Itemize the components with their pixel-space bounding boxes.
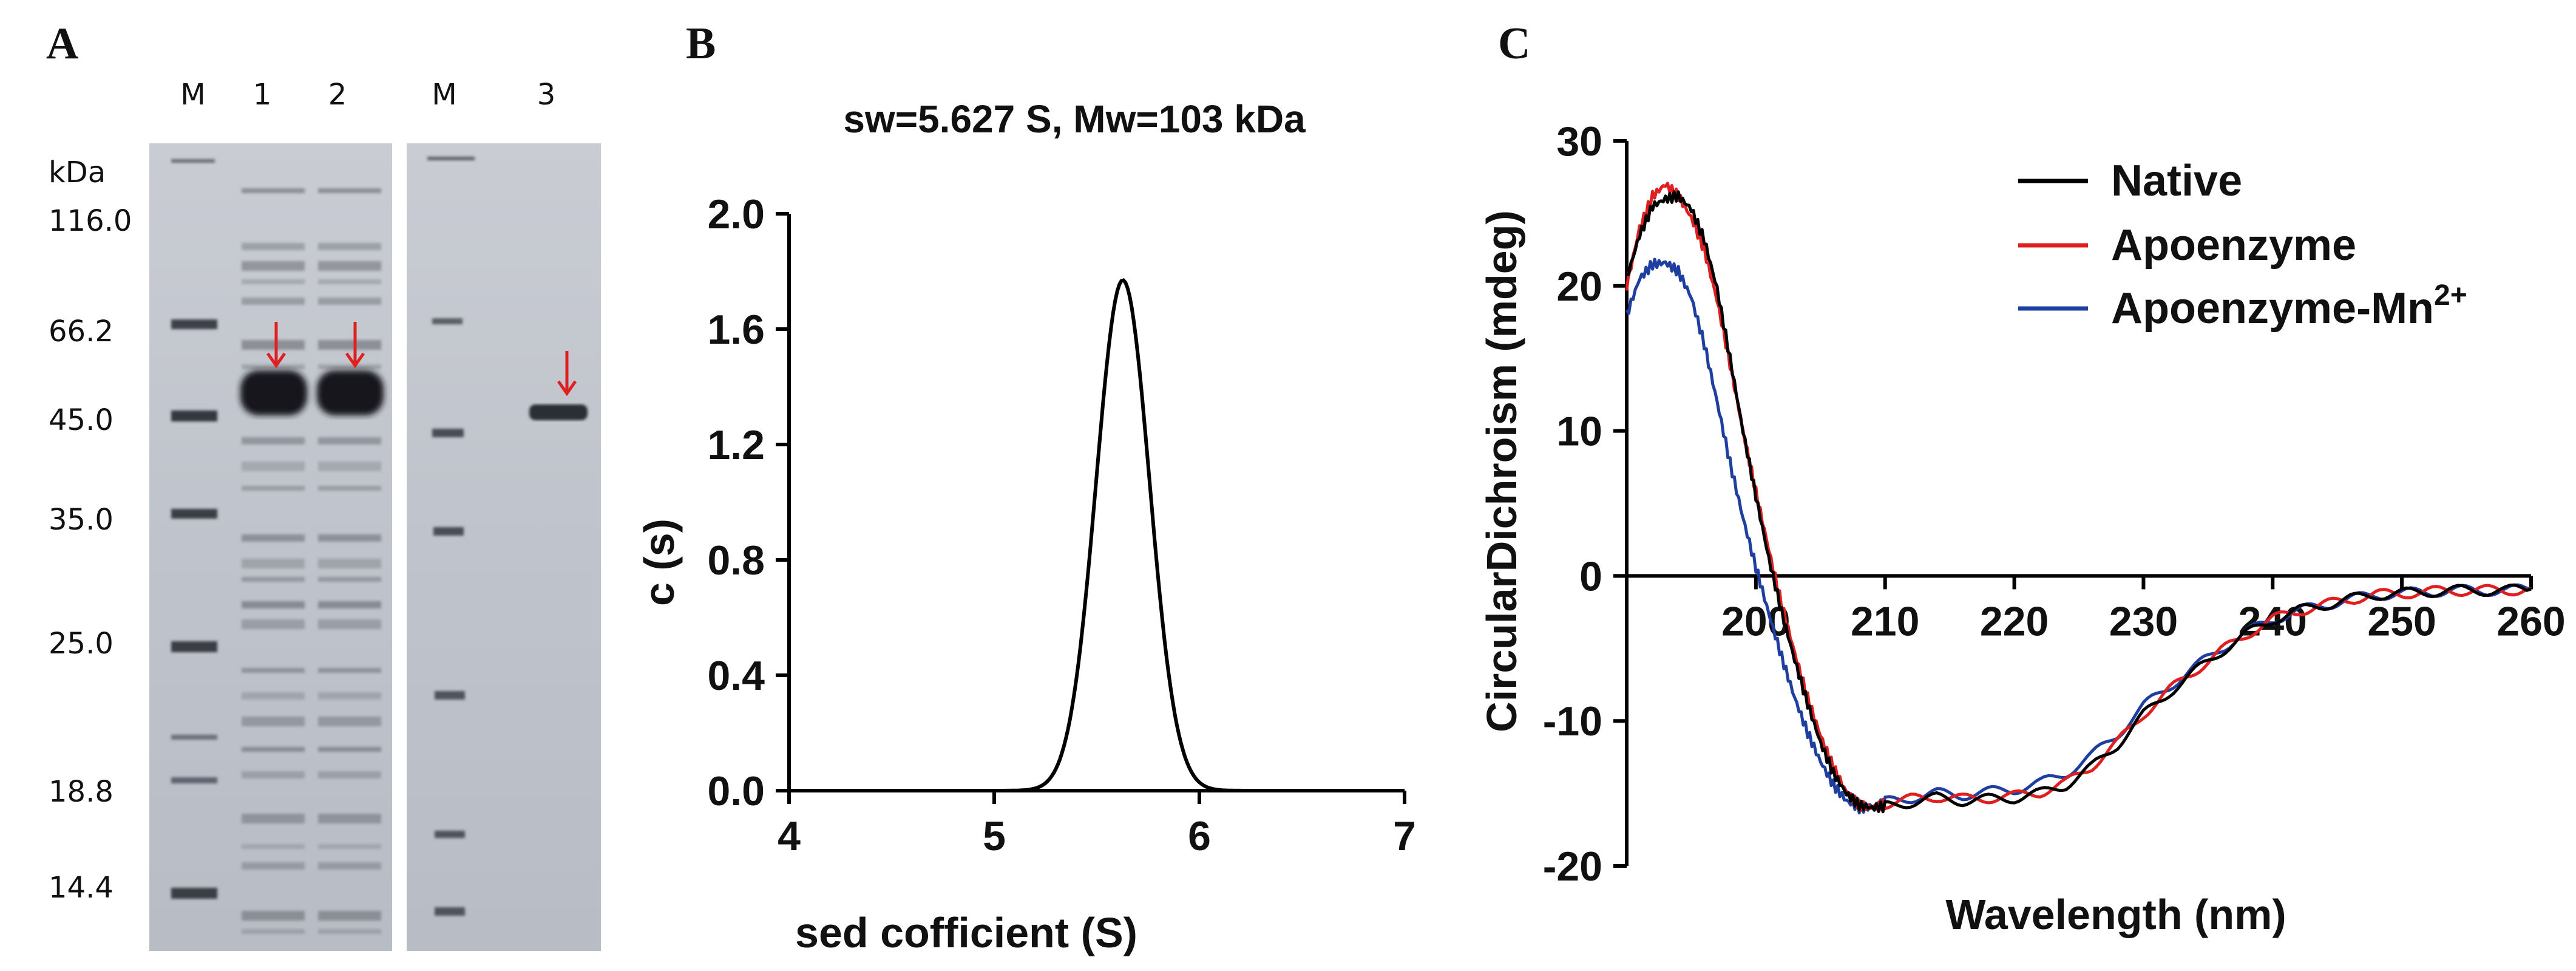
legend-apoenzyme: Apoenzyme: [2111, 221, 2356, 270]
chart-c-y-label: CircularDichroism (mdeg): [1478, 210, 1525, 732]
marker-label-35: 35.0: [49, 503, 114, 537]
chart-c-y-tick-label: -20: [1543, 843, 1602, 890]
chart-b-plot: 0.0 0.4 0.8 1.2 1.6 2.0 4 5 6 7: [707, 191, 1415, 859]
lane-header-m1: M: [180, 78, 205, 112]
chart-b-x-tick-label: 5: [983, 813, 1006, 859]
chart-c-y-tick-label: 20: [1556, 264, 1602, 310]
lane-header-3: 3: [537, 78, 556, 112]
chart-b-y-tick-label: 0.4: [707, 653, 765, 699]
chart-c-x-tick-label: 230: [2109, 598, 2178, 644]
marker-label-14: 14.4: [49, 871, 114, 905]
legend-native: Native: [2111, 157, 2242, 205]
chart-c-legend: Native Apoenzyme Apoenzyme-Mn2+: [2018, 157, 2467, 333]
chart-c-x-tick-label: 250: [2367, 598, 2436, 644]
panel-a-letter: A: [46, 19, 78, 69]
lane-header-1: 1: [253, 78, 272, 112]
lane-header-2: 2: [328, 78, 347, 112]
marker-label-25: 25.0: [49, 627, 114, 661]
lane-header-m2: M: [432, 78, 456, 112]
chart-b-y-tick-label: 0.8: [707, 537, 765, 584]
chart-b-title: sw=5.627 S, Mw=103 kDa: [843, 97, 1306, 141]
chart-b-x-tick-label: 7: [1393, 813, 1416, 859]
chart-c-series-native: [1626, 190, 2532, 814]
chart-b-x-tick-label: 6: [1188, 813, 1211, 859]
red-arrow-icon: [557, 351, 577, 397]
chart-c-x-tick-label: 260: [2496, 598, 2565, 644]
chart-c-x-tick-label: 210: [1851, 598, 1919, 644]
marker-label-45: 45.0: [49, 403, 114, 437]
chart-c-x-label: Wavelength (nm): [1945, 891, 2286, 938]
chart-c-x-tick-label: 220: [1980, 598, 2049, 644]
panel-b-letter: B: [686, 19, 716, 69]
panel-c-letter: C: [1498, 19, 1530, 69]
chart-b-y-tick-label: 1.6: [707, 307, 765, 353]
panel-b: B sw=5.627 S, Mw=103 kDa c (s) sed coffi…: [636, 19, 1416, 956]
red-arrow-icon: [266, 322, 286, 369]
chart-b-y-tick-label: 2.0: [707, 191, 765, 237]
panel-c: C CircularDichroism (mdeg) Wavelength (n…: [1478, 19, 2566, 938]
marker-label-18: 18.8: [49, 775, 114, 809]
band-arrows: [266, 322, 577, 397]
chart-b-x-tick-label: 4: [778, 813, 801, 859]
chart-b-series-cs: [789, 278, 1405, 792]
gel-image-left: [149, 143, 392, 951]
marker-label-116: 116.0: [49, 204, 132, 238]
chart-b-y-tick-label: 1.2: [707, 422, 765, 468]
legend-apoenzyme-mn: Apoenzyme-Mn2+: [2111, 279, 2467, 333]
panel-a: A M 1 2 M 3 kDa 116.0 66.2 45.0 35.0 25.…: [46, 19, 601, 951]
chart-b-y-label: c (s): [636, 519, 683, 606]
chart-c-y-tick-label: 0: [1579, 553, 1602, 599]
gel-image-right: [407, 143, 601, 951]
chart-c-y-tick-label: -10: [1543, 698, 1602, 744]
kda-unit-label: kDa: [49, 155, 106, 189]
chart-b-y-tick-label: 0.0: [707, 768, 765, 814]
red-arrow-icon: [345, 322, 365, 369]
chart-c-series-apoenzyme: [1625, 182, 2532, 812]
chart-c-y-tick-label: 30: [1556, 118, 1602, 165]
chart-c-y-tick-label: 10: [1556, 409, 1602, 455]
chart-c-series-apoenzyme-mn2-: [1625, 257, 2532, 815]
marker-label-66: 66.2: [49, 315, 114, 349]
chart-b-x-label: sed cofficient (S): [795, 909, 1137, 956]
